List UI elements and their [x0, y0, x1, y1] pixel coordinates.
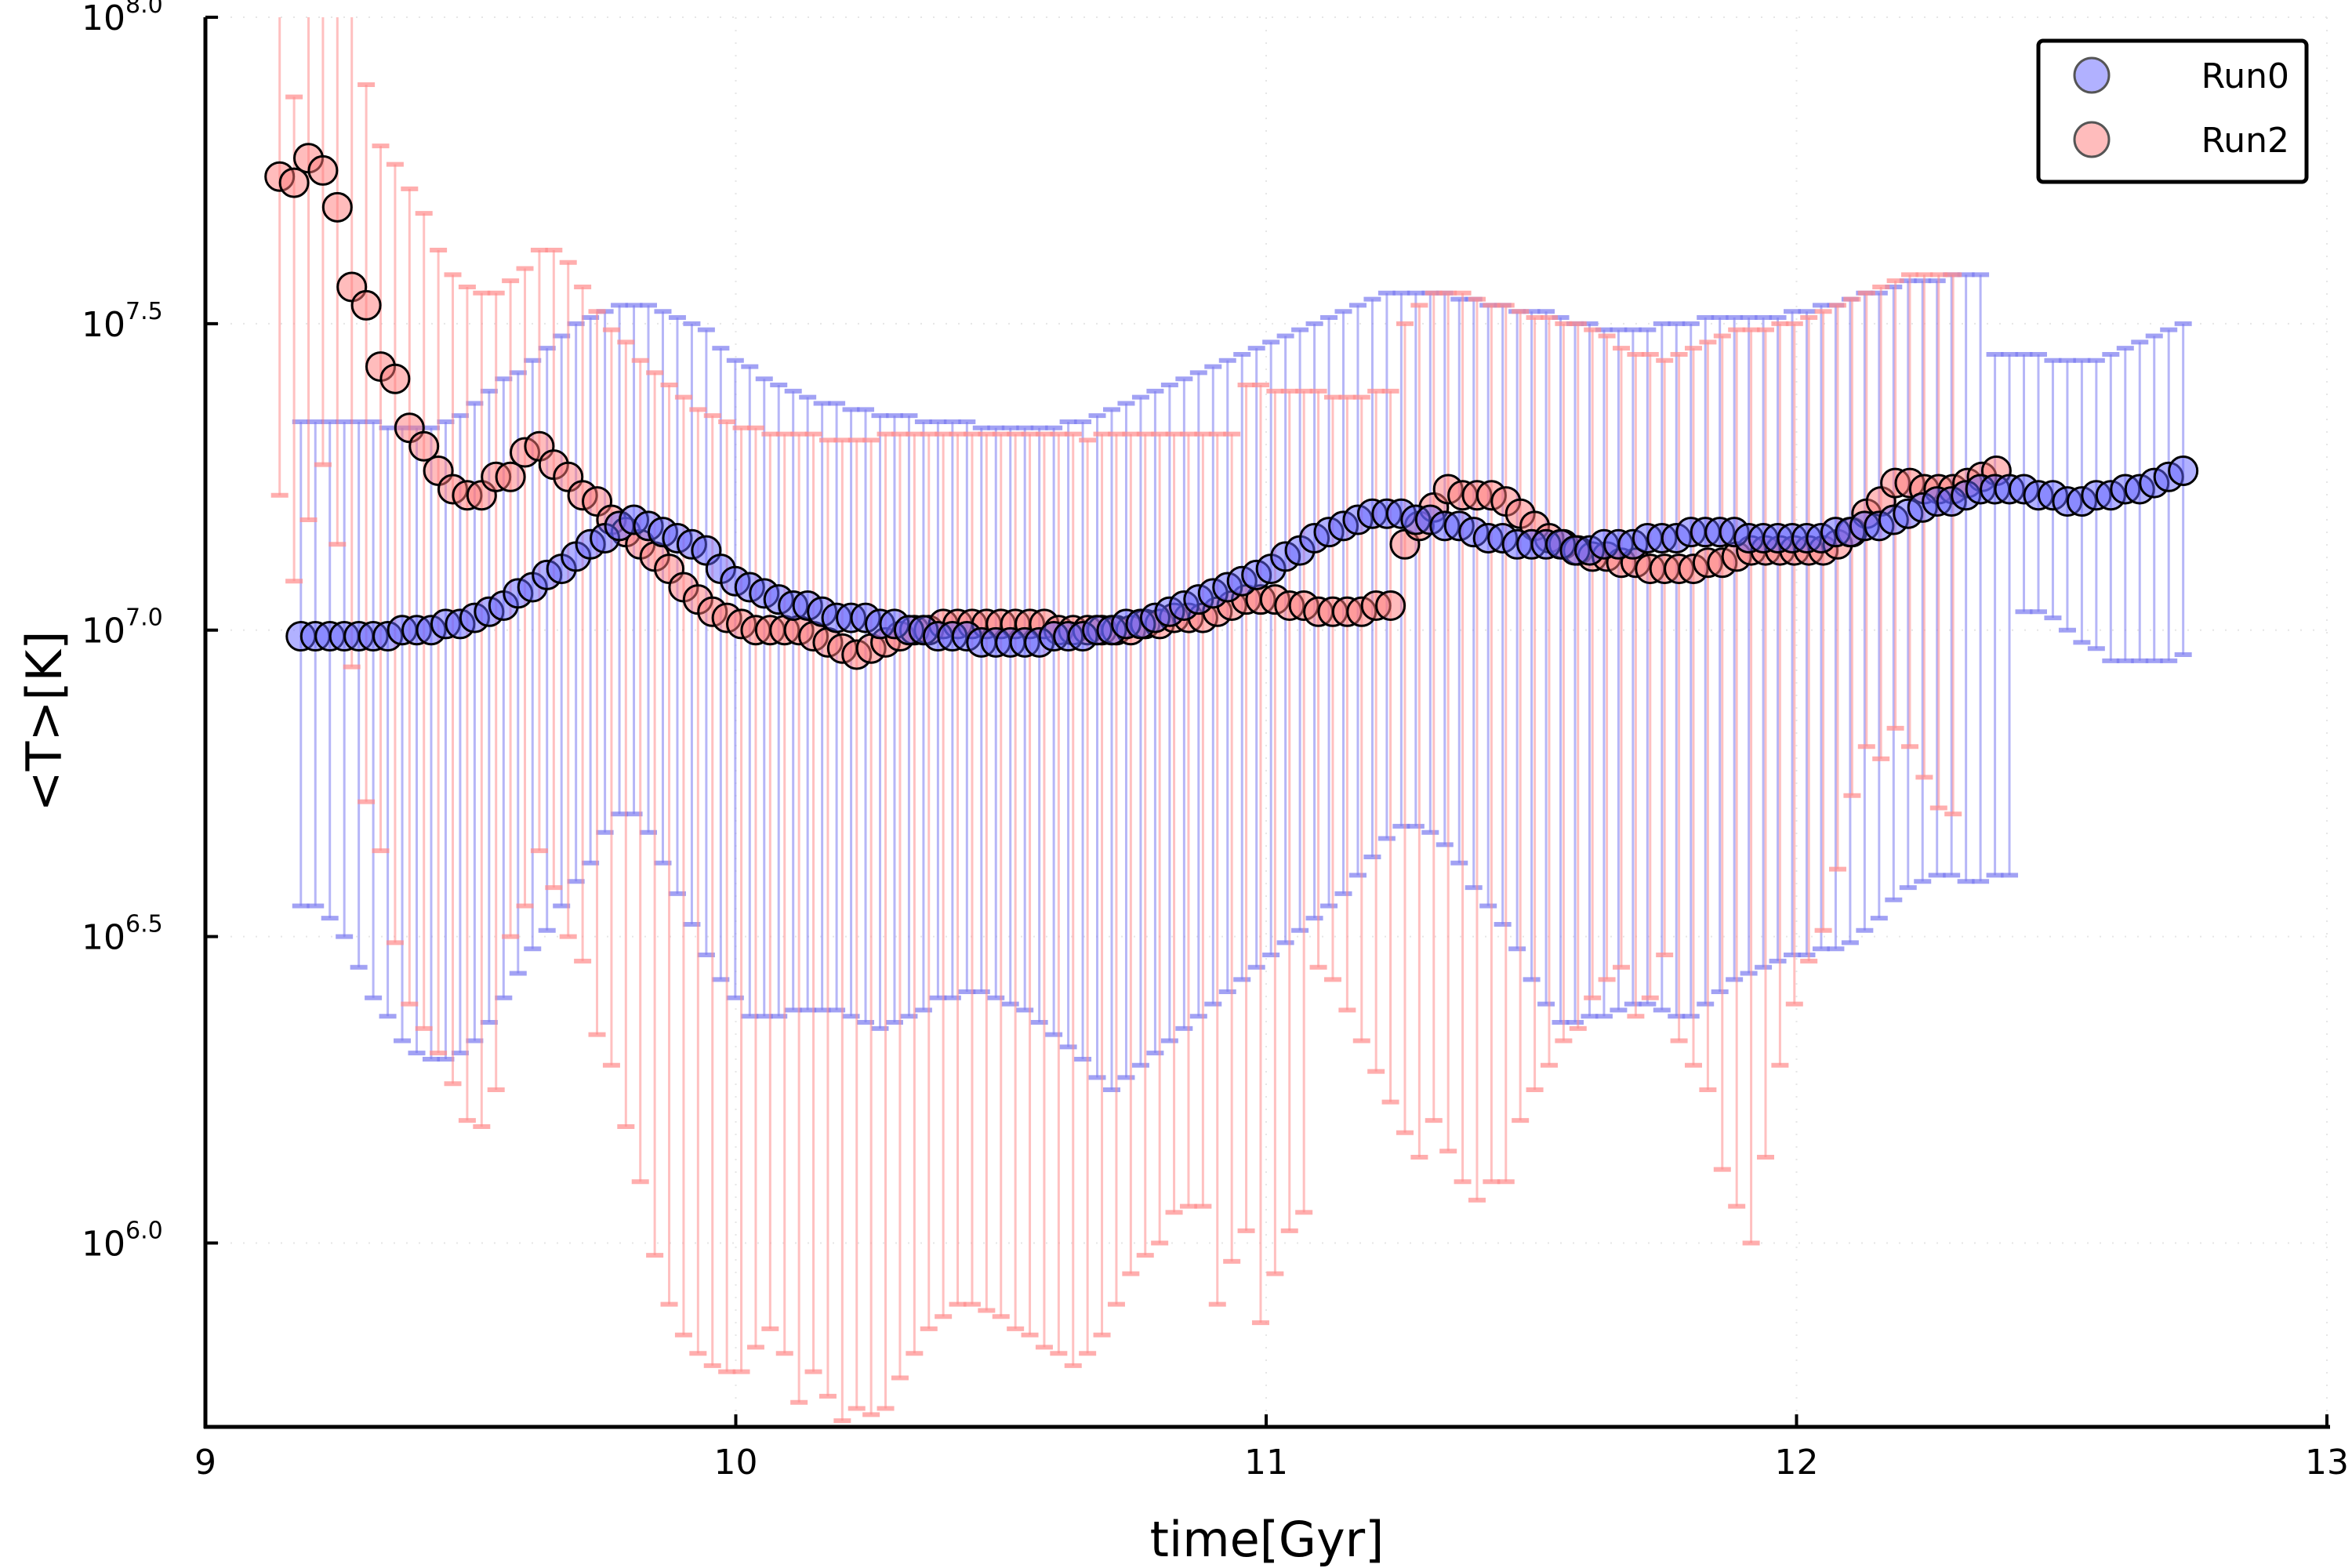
y-tick-label: 107.0 [82, 604, 163, 652]
y-axis-label: <T>[K] [16, 631, 73, 812]
errorbars-run2 [270, 17, 1962, 1424]
data-point-run2 [321, 191, 353, 223]
x-tick-label: 12 [1775, 1443, 1819, 1483]
x-tick-label: 9 [194, 1443, 216, 1483]
data-point-run0 [2168, 455, 2199, 486]
y-tick-label: 106.5 [82, 911, 163, 958]
x-axis-label: time[Gyr] [1150, 1511, 1385, 1568]
x-tick-label: 11 [1244, 1443, 1288, 1483]
y-tick-label: 106.0 [82, 1217, 163, 1264]
data-point-run2 [1375, 590, 1406, 621]
data-point-run2 [307, 154, 339, 186]
legend: Run0 Run2 [2036, 38, 2309, 184]
legend-label-run0: Run0 [2201, 56, 2289, 96]
data-point-run2 [408, 430, 440, 462]
x-tick-label: 10 [714, 1443, 758, 1483]
errorbars-run0 [292, 272, 2192, 1093]
data-point-run2 [278, 167, 310, 198]
data-point-run2 [350, 289, 382, 321]
data-point-run2 [379, 363, 411, 394]
legend-label-run2: Run2 [2201, 121, 2289, 161]
axes [203, 17, 2330, 1429]
data-point-run2 [495, 461, 526, 492]
y-tick-label: 108.0 [82, 0, 163, 38]
legend-marker-run2 [2073, 121, 2111, 158]
y-tick-label: 107.5 [82, 298, 163, 345]
legend-marker-run0 [2073, 56, 2111, 94]
x-tick-label: 13 [2305, 1443, 2349, 1483]
points-run0 [285, 455, 2199, 658]
